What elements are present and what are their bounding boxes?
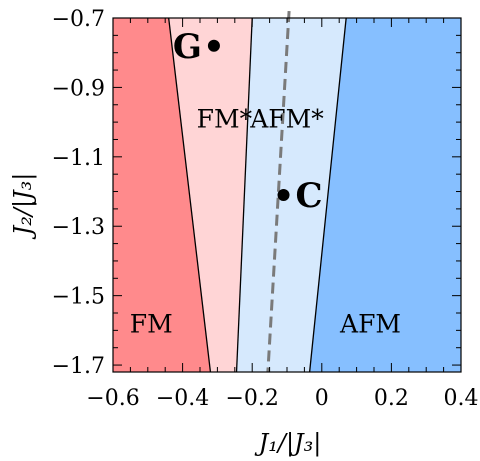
points: GC <box>173 27 323 216</box>
axis-ticks: −0.6 −0.4 −0.2 0 0.2 0.4 −0.7 −0.9 −1.1 −1.3 −1.5 −… <box>52 7 479 411</box>
y-tick-label: −0.9 <box>52 76 105 101</box>
region-label: AFM* <box>249 105 324 134</box>
point-label: C <box>296 176 323 216</box>
dashed-line <box>266 10 291 373</box>
y-tick-label: −1.1 <box>52 146 105 171</box>
phase-boundary-2 <box>235 17 253 373</box>
x-tick-label: −0.4 <box>156 386 209 411</box>
y-tick-label: −1.5 <box>52 285 105 310</box>
dashed-line-layer <box>266 10 291 373</box>
region-label: FM <box>130 309 173 338</box>
regions <box>113 18 461 372</box>
x-tick-label: −0.6 <box>86 386 139 411</box>
x-tick-label: 0.2 <box>374 386 409 411</box>
region-label: FM* <box>197 105 253 134</box>
point-marker <box>207 39 220 52</box>
point-marker <box>277 189 290 201</box>
region-afm <box>309 18 461 372</box>
x-tick-label: 0 <box>315 386 329 411</box>
y-tick-label: −1.3 <box>52 215 105 240</box>
region-fm-star <box>168 18 253 372</box>
x-tick-label: −0.2 <box>225 386 278 411</box>
phase-boundary-1 <box>168 17 212 373</box>
region-label: AFM <box>339 309 401 338</box>
region-labels: FM FM*AFM* AFM <box>130 105 401 339</box>
y-tick-label: −0.7 <box>52 7 105 32</box>
region-afm-star <box>236 18 347 372</box>
region-fm <box>113 18 211 372</box>
phase-boundaries <box>168 17 347 373</box>
point-label: G <box>173 27 202 67</box>
x-axis-title: J₁/|J₃| <box>254 429 322 458</box>
y-tick-label: −1.7 <box>52 354 105 379</box>
phase-boundary-3 <box>308 17 347 373</box>
x-tick-label: 0.4 <box>444 386 479 411</box>
y-axis-title: J₂/|J₃| <box>9 173 38 241</box>
